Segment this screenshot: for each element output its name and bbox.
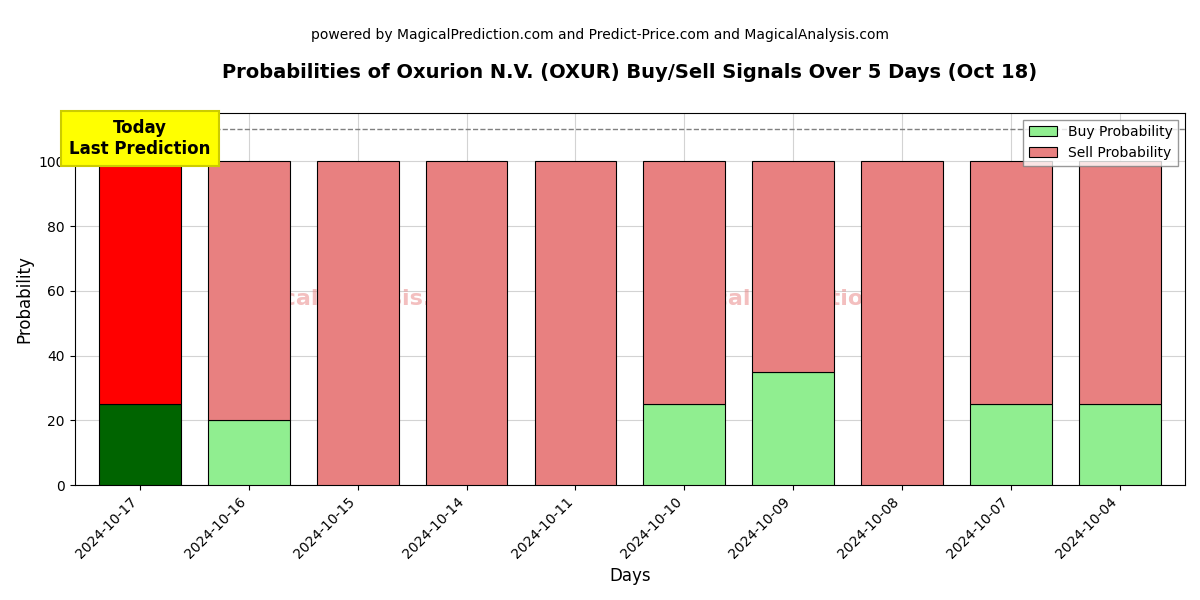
Bar: [752, 161, 834, 372]
Text: MagicalPrediction.com: MagicalPrediction.com: [654, 289, 940, 309]
Bar: [208, 421, 289, 485]
Bar: [426, 161, 508, 485]
Text: Today
Last Prediction: Today Last Prediction: [70, 119, 211, 158]
Text: powered by MagicalPrediction.com and Predict-Price.com and MagicalAnalysis.com: powered by MagicalPrediction.com and Pre…: [311, 28, 889, 42]
Bar: [970, 161, 1051, 404]
Legend: Buy Probability, Sell Probability: Buy Probability, Sell Probability: [1024, 119, 1178, 166]
Bar: [970, 404, 1051, 485]
X-axis label: Days: Days: [610, 567, 650, 585]
Y-axis label: Probability: Probability: [16, 255, 34, 343]
Bar: [100, 404, 181, 485]
Bar: [208, 161, 289, 421]
Bar: [1079, 404, 1160, 485]
Bar: [534, 161, 617, 485]
Title: Probabilities of Oxurion N.V. (OXUR) Buy/Sell Signals Over 5 Days (Oct 18): Probabilities of Oxurion N.V. (OXUR) Buy…: [222, 63, 1037, 82]
Bar: [752, 372, 834, 485]
Bar: [862, 161, 943, 485]
Bar: [643, 161, 725, 404]
Bar: [317, 161, 398, 485]
Text: MagicalAnalysis.com: MagicalAnalysis.com: [222, 289, 482, 309]
Bar: [643, 404, 725, 485]
Bar: [1079, 161, 1160, 404]
Bar: [100, 161, 181, 404]
